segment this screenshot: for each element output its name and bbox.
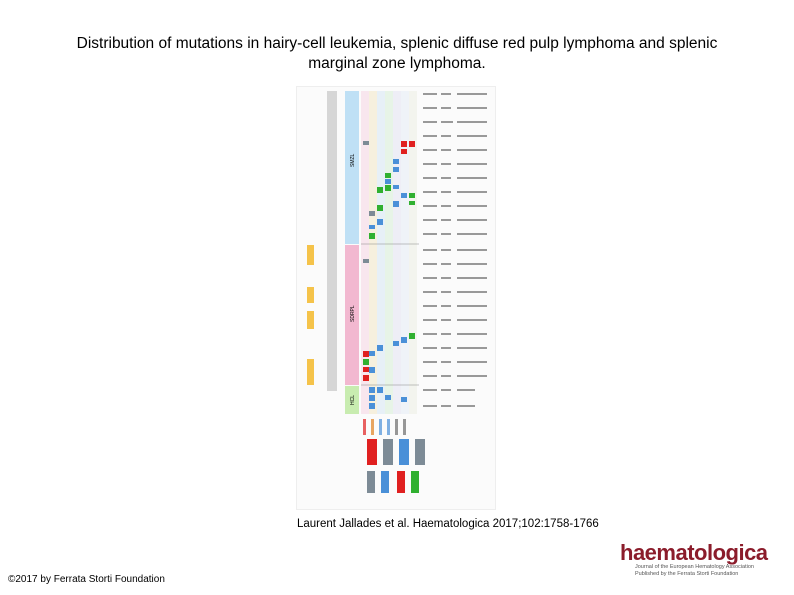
- legend: [367, 439, 425, 493]
- logo-wordmark: haematologica: [620, 540, 768, 565]
- mutation-figure: SMZL SDRPL HCL: [296, 86, 496, 510]
- slide-title-line-1: Distribution of mutations in hairy-cell …: [76, 35, 718, 52]
- haematologica-logo: haematologica Journal of the European He…: [615, 540, 785, 580]
- legend-swatch-red: [397, 471, 405, 493]
- annotation-lines: [423, 93, 487, 407]
- smzl-label: SMZL: [350, 153, 356, 167]
- gene-labels: [363, 419, 406, 435]
- copyright: ©2017 by Ferrata Storti Foundation: [8, 574, 165, 585]
- hcl-band: [345, 386, 359, 414]
- legend-swatch-grey: [367, 471, 375, 493]
- smzl-band: [345, 91, 359, 244]
- highlight-block: [307, 245, 314, 265]
- legend-key-grey: [383, 439, 393, 465]
- highlight-block: [307, 287, 314, 303]
- hcl-label: HCL: [350, 395, 356, 405]
- legend-swatch-blue: [381, 471, 389, 493]
- logo-tagline: Journal of the European Hematology Assoc…: [635, 564, 770, 578]
- highlight-block: [307, 311, 314, 329]
- sdrpl-band: [345, 245, 359, 385]
- citation: Laurent Jallades et al. Haematologica 20…: [297, 518, 599, 530]
- legend-key-blue: [399, 439, 409, 465]
- mutation-figure-graphic: SMZL SDRPL HCL: [307, 91, 487, 493]
- highlight-block: [307, 359, 314, 385]
- logo-tagline-2: Published by the Ferrata Storti Foundati…: [635, 571, 739, 577]
- slide-title-line-2: marginal zone lymphoma.: [308, 55, 486, 72]
- logo-tagline-1: Journal of the European Hematology Assoc…: [635, 564, 754, 570]
- sdrpl-label: SDRPL: [350, 305, 356, 322]
- legend-key-red: [367, 439, 377, 465]
- legend-swatch-green: [411, 471, 419, 493]
- slide-title: Distribution of mutations in hairy-cell …: [20, 34, 774, 74]
- mutation-cells: [363, 141, 415, 409]
- legend-key-grey-2: [415, 439, 425, 465]
